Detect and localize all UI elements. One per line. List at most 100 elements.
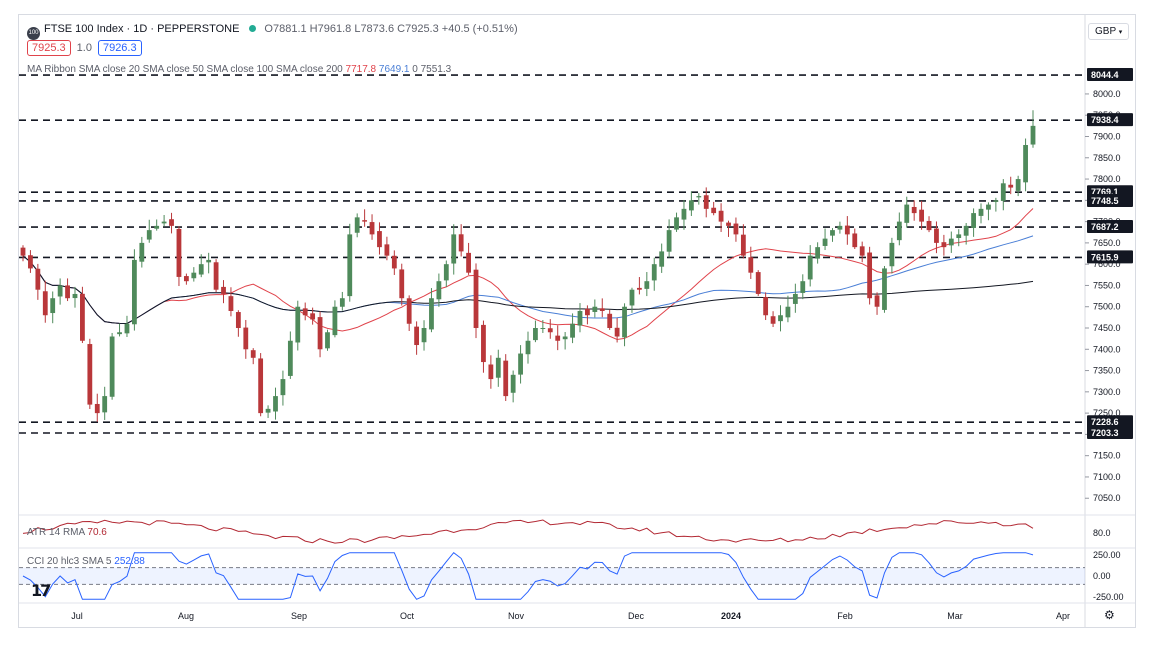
candle-body bbox=[748, 257, 754, 273]
bid-price-button[interactable]: 7925.3 bbox=[27, 40, 71, 56]
sma200-line bbox=[22, 255, 1034, 325]
candle-body bbox=[154, 225, 160, 229]
candle-body bbox=[681, 208, 687, 220]
x-month-label: Dec bbox=[628, 611, 645, 621]
x-month-label: Feb bbox=[837, 611, 853, 621]
tradingview-logo-icon[interactable]: 17 bbox=[31, 581, 51, 600]
candle-body bbox=[703, 195, 709, 209]
candle-body bbox=[540, 328, 546, 330]
y-tick-label: 7300.0 bbox=[1093, 387, 1121, 397]
candle-body bbox=[94, 403, 100, 414]
gear-icon[interactable]: ⚙ bbox=[1104, 608, 1115, 622]
y-tick-label: 7450.0 bbox=[1093, 323, 1121, 333]
candle-body bbox=[80, 293, 85, 341]
candle-body bbox=[481, 324, 486, 363]
y-tick-label: 7600.0 bbox=[1093, 259, 1121, 269]
level-price-label: 8044.4 bbox=[1091, 70, 1119, 80]
atr-legend[interactable]: ATR 14 RMA 70.6 bbox=[27, 527, 107, 538]
candle-body bbox=[354, 217, 360, 233]
candle-body bbox=[934, 228, 939, 243]
candle-body bbox=[718, 210, 724, 222]
candle-body bbox=[740, 234, 746, 256]
cci-line bbox=[22, 552, 1034, 600]
ma100-value: 0 bbox=[412, 64, 418, 75]
candle-body bbox=[221, 286, 226, 294]
candle-body bbox=[503, 360, 509, 397]
candle-body bbox=[317, 317, 323, 350]
x-month-label: 2024 bbox=[721, 611, 741, 621]
y-tick-label: 7550.0 bbox=[1093, 280, 1121, 290]
candle-body bbox=[436, 281, 442, 300]
candle-body bbox=[896, 221, 902, 241]
candle-body bbox=[629, 289, 635, 306]
candle-body bbox=[993, 200, 999, 202]
candle-body bbox=[198, 264, 204, 275]
x-month-label: Mar bbox=[947, 611, 963, 621]
candle-body bbox=[109, 336, 115, 397]
candle-body bbox=[926, 220, 932, 231]
candle-body bbox=[636, 287, 642, 290]
candle-body bbox=[466, 252, 471, 273]
candle-body bbox=[859, 246, 865, 256]
candle-body bbox=[228, 296, 234, 311]
candle-body bbox=[495, 357, 501, 378]
candle-body bbox=[488, 364, 494, 380]
chevron-down-icon: ▾ bbox=[1118, 29, 1123, 36]
ftse-logo-icon: 100 bbox=[27, 27, 40, 40]
candle-body bbox=[941, 242, 947, 248]
level-price-label: 7769.1 bbox=[1091, 187, 1119, 197]
symbol-title[interactable]: FTSE 100 Index · 1D · PEPPERSTONE bbox=[44, 23, 240, 35]
y-tick-label: 7400.0 bbox=[1093, 344, 1121, 354]
candle-body bbox=[1030, 125, 1036, 145]
chart-canvas[interactable]: 8000.07950.07900.07850.07800.07750.07700… bbox=[19, 15, 1135, 627]
symbol-header: 100 FTSE 100 Index · 1D · PEPPERSTONE O788… bbox=[27, 23, 518, 40]
candle-body bbox=[339, 298, 345, 307]
candle-body bbox=[822, 238, 828, 246]
candle-body bbox=[191, 272, 197, 279]
candle-body bbox=[443, 264, 449, 281]
candle-body bbox=[1023, 145, 1028, 183]
candle-body bbox=[867, 252, 873, 299]
ask-price-button[interactable]: 7926.3 bbox=[97, 40, 142, 56]
candle-body bbox=[763, 297, 769, 316]
candle-body bbox=[131, 259, 137, 325]
candle-body bbox=[644, 281, 650, 289]
candle-body bbox=[948, 238, 954, 246]
currency-selector[interactable]: GBP ▾ bbox=[1088, 23, 1130, 40]
candle-body bbox=[830, 230, 835, 236]
ma-ribbon-legend[interactable]: MA Ribbon SMA close 20 SMA close 50 SMA … bbox=[27, 64, 451, 75]
candle-body bbox=[755, 272, 761, 294]
candle-body bbox=[287, 340, 293, 376]
candle-body bbox=[622, 306, 627, 338]
candle-body bbox=[384, 244, 390, 256]
candle-body bbox=[35, 268, 41, 290]
candle-body bbox=[785, 306, 791, 318]
x-month-label: Aug bbox=[178, 611, 194, 621]
candle-body bbox=[711, 207, 717, 214]
cci-axis-label: 0.00 bbox=[1093, 571, 1111, 581]
atr-label: ATR 14 RMA bbox=[27, 527, 85, 538]
x-month-label: Nov bbox=[508, 611, 525, 621]
candle-body bbox=[399, 269, 405, 299]
candle-body bbox=[243, 327, 249, 350]
y-tick-label: 7800.0 bbox=[1093, 174, 1121, 184]
candle-body bbox=[87, 344, 93, 405]
candle-body bbox=[377, 231, 382, 248]
candle-body bbox=[666, 230, 672, 252]
candle-body bbox=[206, 259, 212, 263]
candle-body bbox=[50, 298, 56, 314]
cci-legend[interactable]: CCI 20 hlc3 SMA 5 252.88 bbox=[27, 556, 145, 567]
atr-axis-label: 80.0 bbox=[1093, 528, 1111, 538]
candle-body bbox=[518, 353, 523, 375]
level-price-tag bbox=[1087, 415, 1133, 429]
candle-body bbox=[592, 306, 598, 312]
candle-body bbox=[607, 313, 613, 329]
candle-body bbox=[577, 310, 583, 326]
candle-body bbox=[986, 204, 991, 210]
candle-body bbox=[599, 308, 605, 311]
y-tick-label: 7850.0 bbox=[1093, 153, 1121, 163]
candle-body bbox=[807, 255, 813, 280]
y-tick-label: 7100.0 bbox=[1093, 472, 1121, 482]
candle-body bbox=[72, 293, 78, 299]
candle-body bbox=[562, 336, 568, 340]
